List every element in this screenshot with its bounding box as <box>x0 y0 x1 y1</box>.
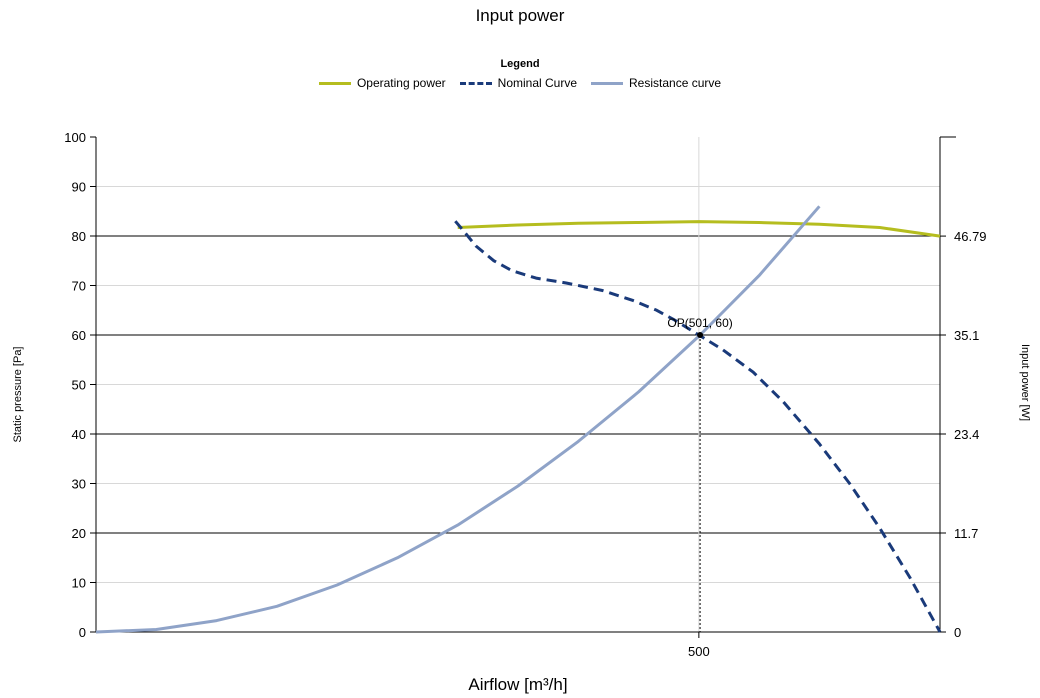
y-tick-label: 100 <box>64 130 86 145</box>
series-line-resistance-curve <box>95 205 821 634</box>
y2-tick-label: 46.79 <box>954 229 987 244</box>
y-tick-label: 20 <box>72 526 86 541</box>
legend-item: Operating power <box>318 76 446 90</box>
y-tick-label: 90 <box>72 180 86 195</box>
y-tick-label: 40 <box>72 427 86 442</box>
x-tick-label: 500 <box>688 644 710 659</box>
y-tick-label: 0 <box>79 625 86 640</box>
y2-axis-title: Input power [W] <box>1019 344 1031 421</box>
y2-tick-label: 0 <box>954 625 961 640</box>
y2-tick-label: 23.4 <box>954 427 979 442</box>
legend-swatch <box>318 81 351 85</box>
chart-title: Input power <box>475 6 565 25</box>
y-axis-title: Static pressure [Pa] <box>12 347 24 443</box>
legend: Legend Operating power Nominal Curve Resis… <box>0 58 1040 90</box>
legend-swatch <box>459 81 492 85</box>
legend-title: Legend <box>500 58 540 70</box>
series-line-nominal-curve <box>454 220 942 633</box>
y-tick-label: 50 <box>72 378 86 393</box>
y-tick-label: 80 <box>72 229 86 244</box>
x-axis-title: Airflow [m³/h] <box>468 675 567 694</box>
legend-label: Nominal Curve <box>497 76 578 90</box>
y-tick-label: 60 <box>72 328 86 343</box>
op-label: OP(501, 60) <box>667 316 732 330</box>
legend-item: Nominal Curve <box>459 76 578 90</box>
y-tick-label: 70 <box>72 279 86 294</box>
legend-items: Operating power Nominal Curve Resistance c… <box>0 76 1040 90</box>
y-tick-label: 30 <box>72 477 86 492</box>
y2-tick-label: 11.7 <box>954 526 978 541</box>
legend-swatch <box>591 81 624 85</box>
legend-item: Resistance curve <box>591 76 721 90</box>
y-tick-label: 10 <box>72 576 86 591</box>
legend-label: Operating power <box>356 76 446 90</box>
y2-tick-label: 35.1 <box>954 328 979 343</box>
series-line-operating-power <box>457 220 941 238</box>
op-marker <box>697 332 704 338</box>
legend-label: Resistance curve <box>629 76 722 90</box>
